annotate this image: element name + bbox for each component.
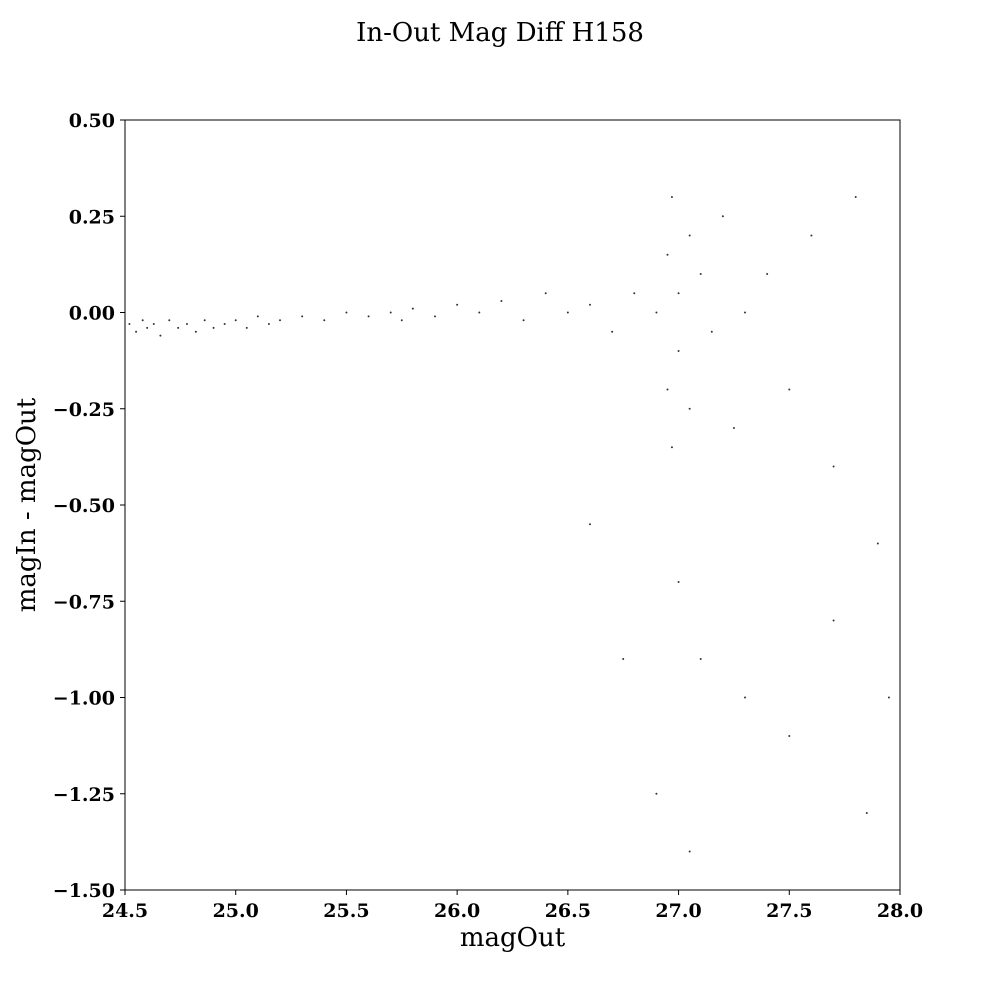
data-point xyxy=(456,303,459,306)
data-point xyxy=(688,407,691,410)
y-tick-label: −0.50 xyxy=(53,495,115,517)
data-point xyxy=(677,350,680,352)
y-tick-label: −1.50 xyxy=(53,880,115,902)
x-tick-label: 24.5 xyxy=(102,900,148,922)
data-point xyxy=(544,292,547,295)
data-point xyxy=(434,315,436,318)
x-tick-label: 27.0 xyxy=(655,900,701,922)
data-point xyxy=(245,326,248,329)
data-point xyxy=(670,196,673,198)
y-tick-label: 0.00 xyxy=(69,303,115,325)
data-point xyxy=(732,427,735,429)
data-point xyxy=(141,319,144,322)
y-axis-label: magIn - magOut xyxy=(12,397,42,612)
data-point xyxy=(810,234,813,237)
data-point xyxy=(212,326,215,329)
data-point xyxy=(611,330,614,333)
data-point xyxy=(345,311,348,314)
x-tick-label: 26.0 xyxy=(434,900,480,922)
data-point xyxy=(788,388,791,391)
x-axis-label: magOut xyxy=(460,923,566,953)
x-tick-label: 28.0 xyxy=(877,900,923,922)
data-point xyxy=(256,315,259,318)
data-point xyxy=(279,319,281,322)
data-point xyxy=(152,323,155,326)
data-point xyxy=(589,523,591,526)
plot-frame xyxy=(124,119,901,891)
data-point xyxy=(267,323,270,326)
data-point xyxy=(699,273,702,275)
data-point xyxy=(301,315,304,318)
data-point xyxy=(699,658,702,660)
points-layer xyxy=(128,196,890,853)
x-tick-label: 27.5 xyxy=(766,900,812,922)
data-point xyxy=(670,446,673,449)
data-point xyxy=(688,234,691,237)
data-point xyxy=(710,330,713,333)
data-point xyxy=(168,319,171,322)
data-point xyxy=(589,303,591,306)
data-point xyxy=(666,253,669,256)
data-point xyxy=(203,319,206,322)
x-axis: 24.5 25.0 25.5 26.0 26.5 27.0 27.5 28.0 xyxy=(102,890,923,922)
data-point xyxy=(865,812,868,814)
y-tick-label: 0.50 xyxy=(69,110,115,132)
data-point xyxy=(876,542,879,545)
data-point xyxy=(478,311,481,314)
data-point xyxy=(323,319,326,322)
data-point xyxy=(655,311,658,314)
data-point xyxy=(146,326,149,329)
data-point xyxy=(677,292,680,295)
data-point xyxy=(666,388,669,391)
data-point xyxy=(788,735,791,737)
data-point xyxy=(223,323,226,326)
data-point xyxy=(744,311,746,314)
x-tick-label: 25.5 xyxy=(323,900,369,922)
data-point xyxy=(367,315,370,318)
data-point xyxy=(522,319,525,322)
data-point xyxy=(887,696,890,699)
data-point xyxy=(766,273,769,275)
y-tick-label: −0.75 xyxy=(53,591,115,613)
data-point xyxy=(744,696,746,699)
data-point xyxy=(128,323,131,326)
y-tick-label: −0.25 xyxy=(53,399,115,421)
data-point xyxy=(566,311,569,314)
y-axis: 0.50 0.25 0.00 −0.25 −0.50 −0.75 −1.00 −1.25 −1.… xyxy=(53,110,125,902)
y-tick-label: −1.25 xyxy=(53,784,115,806)
data-point xyxy=(622,658,625,660)
chart-title: In-Out Mag Diff H158 xyxy=(356,18,644,48)
data-point xyxy=(177,326,180,329)
data-point xyxy=(400,319,403,322)
y-tick-label: 0.25 xyxy=(69,206,115,228)
data-point xyxy=(389,311,392,314)
data-point xyxy=(721,215,724,218)
data-point xyxy=(832,465,835,468)
data-point xyxy=(655,792,658,795)
y-tick-label: −1.00 xyxy=(53,688,115,710)
data-point xyxy=(159,334,162,337)
data-point xyxy=(633,292,636,295)
data-point xyxy=(411,307,414,310)
x-tick-label: 26.5 xyxy=(545,900,591,922)
data-point xyxy=(194,330,197,333)
data-point xyxy=(500,299,503,302)
data-point xyxy=(854,196,857,198)
data-point xyxy=(186,323,188,326)
x-tick-label: 25.0 xyxy=(213,900,259,922)
data-point xyxy=(688,850,691,853)
data-point xyxy=(135,330,138,333)
data-point xyxy=(832,619,835,622)
data-point xyxy=(677,581,680,583)
data-point xyxy=(234,319,237,322)
